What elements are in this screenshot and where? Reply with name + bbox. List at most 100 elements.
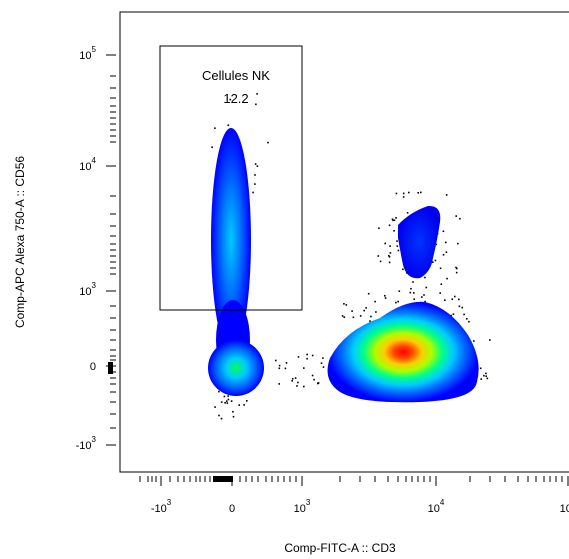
event-dot <box>384 295 386 297</box>
x-tick-label: -103 <box>151 498 172 515</box>
event-dot <box>238 404 240 406</box>
event-dot <box>397 249 400 252</box>
event-dot <box>294 377 297 379</box>
event-dot <box>252 191 254 194</box>
event-dot <box>461 306 463 309</box>
event-dot <box>391 218 394 221</box>
event-dot <box>389 252 392 254</box>
event-dot <box>388 224 391 227</box>
y-tick-label: 103 <box>79 281 96 298</box>
population-cd3-cd56-positive <box>398 205 441 279</box>
event-dot <box>306 353 308 356</box>
x-axis: -103 0 103 104 105 <box>139 476 569 515</box>
event-dot <box>303 367 305 369</box>
event-dot <box>445 241 447 244</box>
event-dot <box>396 245 399 247</box>
x-tick-label: 105 <box>560 498 569 515</box>
event-dot <box>423 294 425 296</box>
event-dot <box>393 219 396 222</box>
event-dot <box>218 414 220 417</box>
event-dot <box>322 366 325 368</box>
event-dot <box>384 242 386 245</box>
event-dot <box>424 300 426 303</box>
event-dot <box>406 212 409 214</box>
gate-percent: 12.2 <box>223 91 248 106</box>
event-dot <box>297 356 300 358</box>
population-cd3-positive <box>327 301 479 403</box>
event-dot <box>396 240 398 242</box>
event-dot <box>224 402 226 404</box>
population-cd56-high <box>211 128 251 352</box>
event-dot <box>306 357 308 360</box>
x-tick-label: 103 <box>294 498 311 515</box>
event-dot <box>317 382 319 384</box>
event-dot <box>458 298 460 301</box>
event-dot <box>341 315 344 317</box>
event-dot <box>456 267 458 270</box>
event-dot <box>486 377 489 380</box>
event-dot <box>408 191 410 194</box>
event-dot <box>434 259 437 262</box>
event-dot <box>425 286 428 289</box>
event-dot <box>444 299 446 301</box>
event-dot <box>393 230 395 232</box>
event-dot <box>455 271 458 274</box>
event-dot <box>442 254 445 256</box>
event-dot <box>466 318 468 320</box>
event-dot <box>232 415 235 418</box>
population-double-negative <box>208 340 264 396</box>
event-dot <box>463 313 465 316</box>
event-dot <box>395 217 397 219</box>
event-dot <box>435 243 438 246</box>
event-dot <box>402 192 405 195</box>
event-dot <box>278 364 281 367</box>
event-dot <box>232 410 234 413</box>
gate-nk-cells[interactable] <box>159 45 303 311</box>
event-dot <box>374 300 376 303</box>
event-dot <box>284 367 287 370</box>
event-dot <box>291 378 294 380</box>
event-dot <box>370 315 372 318</box>
gate-label: Cellules NK <box>202 68 270 83</box>
event-dot <box>227 398 230 401</box>
event-dot <box>388 256 391 258</box>
event-dot <box>395 192 398 195</box>
event-dot <box>220 417 223 420</box>
event-dot <box>432 261 434 263</box>
event-dot <box>455 215 457 217</box>
event-dot <box>343 316 346 318</box>
event-dot <box>296 385 298 387</box>
event-dot <box>367 292 370 295</box>
event-dot <box>388 261 391 264</box>
y-tick-label: 104 <box>79 156 96 173</box>
event-dot <box>322 357 324 359</box>
event-dot <box>214 406 216 408</box>
event-dot <box>278 367 281 370</box>
event-dot <box>489 339 491 341</box>
event-dot <box>375 311 377 313</box>
event-dot <box>442 230 445 233</box>
event-dot <box>313 378 315 381</box>
event-dot <box>410 287 412 290</box>
event-dot <box>227 124 230 126</box>
event-dot <box>402 196 405 198</box>
event-dot <box>485 375 487 377</box>
x-tick-label: 104 <box>428 498 445 515</box>
event-dot <box>254 174 256 176</box>
event-dot <box>267 141 269 144</box>
event-dot <box>454 295 456 298</box>
event-dot <box>459 217 461 220</box>
event-dot <box>291 380 293 382</box>
event-dot <box>345 304 348 306</box>
event-dot <box>413 292 415 294</box>
event-dot <box>452 313 455 315</box>
event-dot <box>384 297 387 299</box>
event-dot <box>389 245 391 247</box>
event-dot <box>225 400 228 402</box>
event-dot <box>439 267 442 270</box>
event-dot <box>218 390 220 393</box>
plot-frame <box>119 11 569 473</box>
event-dot <box>483 374 485 377</box>
event-dot <box>227 395 229 397</box>
